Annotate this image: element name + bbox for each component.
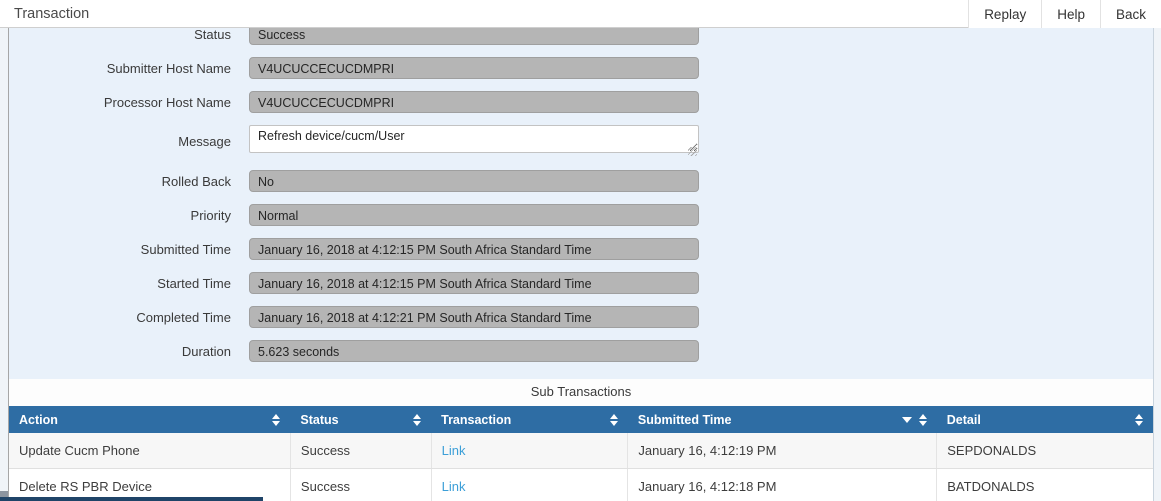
transaction-form: Status Success Submitter Host Name V4UCU…	[9, 28, 1153, 362]
started-time-field: January 16, 2018 at 4:12:15 PM South Afr…	[249, 272, 699, 294]
form-row-duration: Duration 5.623 seconds	[9, 340, 1153, 362]
column-header-action[interactable]: Action	[9, 406, 291, 433]
submitter-host-label: Submitter Host Name	[106, 60, 231, 76]
form-row-submitter-host: Submitter Host Name V4UCUCCECUCDMPRI	[9, 57, 1153, 79]
completed-time-label: Completed Time	[136, 309, 231, 325]
column-header-detail[interactable]: Detail	[936, 406, 1153, 433]
sub-transactions-section: Sub Transactions Action	[9, 379, 1153, 501]
cell-detail: BATDONALDS	[936, 468, 1153, 501]
sort-desc-icon	[901, 413, 927, 426]
cell-status: Success	[290, 468, 432, 501]
duration-field: 5.623 seconds	[249, 340, 699, 362]
content-background: Status Success Submitter Host Name V4UCU…	[0, 28, 1161, 501]
column-header-transaction[interactable]: Transaction	[431, 406, 628, 433]
toolbar-buttons: Replay Help Back	[968, 0, 1161, 28]
submitted-time-field: January 16, 2018 at 4:12:15 PM South Afr…	[249, 238, 699, 260]
scrollbar-corner	[0, 491, 8, 501]
form-row-rolled-back: Rolled Back No	[9, 170, 1153, 192]
form-row-submitted-time: Submitted Time January 16, 2018 at 4:12:…	[9, 238, 1153, 260]
form-row-started-time: Started Time January 16, 2018 at 4:12:15…	[9, 272, 1153, 294]
sort-icon	[413, 413, 422, 426]
cell-status: Success	[290, 433, 432, 469]
form-row-status: Status Success	[9, 28, 1153, 45]
cell-detail: SEPDONALDS	[936, 433, 1153, 469]
cell-transaction: Link	[431, 468, 629, 501]
status-label: Status	[194, 28, 231, 42]
top-toolbar: Transaction Replay Help Back	[0, 0, 1161, 28]
sort-icon	[1135, 413, 1143, 426]
sort-icon	[272, 413, 281, 426]
form-row-message: Message Refresh device/cucm/User	[9, 125, 1153, 158]
duration-label: Duration	[181, 343, 231, 359]
cell-transaction: Link	[431, 433, 629, 469]
priority-field: Normal	[249, 204, 699, 226]
replay-button[interactable]: Replay	[968, 0, 1042, 28]
back-button[interactable]: Back	[1099, 0, 1161, 28]
submitter-host-field: V4UCUCCECUCDMPRI	[249, 57, 699, 79]
column-header-status[interactable]: Status	[290, 406, 432, 433]
cell-action: Update Cucm Phone	[9, 433, 291, 469]
completed-time-field: January 16, 2018 at 4:12:21 PM South Afr…	[249, 306, 699, 328]
transaction-link[interactable]: Link	[441, 479, 466, 494]
rolled-back-field: No	[249, 170, 699, 192]
table-row: Delete RS PBR Device Success Link Januar…	[9, 468, 1153, 501]
table-row: Update Cucm Phone Success Link January 1…	[9, 433, 1153, 469]
sort-icon	[609, 413, 618, 426]
table-header-row: Action Status	[9, 406, 1153, 433]
submitted-time-label: Submitted Time	[140, 241, 231, 257]
column-header-submitted-time[interactable]: Submitted Time	[627, 406, 937, 433]
rolled-back-label: Rolled Back	[161, 173, 231, 189]
transaction-panel: Status Success Submitter Host Name V4UCU…	[8, 28, 1154, 501]
sub-transactions-table: Action Status	[9, 406, 1153, 501]
priority-label: Priority	[190, 207, 231, 223]
form-row-completed-time: Completed Time January 16, 2018 at 4:12:…	[9, 306, 1153, 328]
cell-action: Delete RS PBR Device	[9, 468, 291, 501]
sub-transactions-heading: Sub Transactions	[9, 379, 1153, 406]
status-field: Success	[249, 28, 699, 45]
started-time-label: Started Time	[157, 275, 231, 291]
transaction-link[interactable]: Link	[441, 443, 466, 458]
processor-host-field: V4UCUCCECUCDMPRI	[249, 91, 699, 113]
cell-submitted-time: January 16, 4:12:19 PM	[627, 433, 938, 469]
message-label: Message	[178, 134, 231, 149]
help-button[interactable]: Help	[1041, 0, 1100, 28]
cell-submitted-time: January 16, 4:12:18 PM	[627, 468, 938, 501]
processor-host-label: Processor Host Name	[103, 94, 231, 110]
form-row-processor-host: Processor Host Name V4UCUCCECUCDMPRI	[9, 91, 1153, 113]
horizontal-scrollbar-thumb[interactable]	[0, 497, 263, 501]
form-row-priority: Priority Normal	[9, 204, 1153, 226]
message-textarea[interactable]: Refresh device/cucm/User	[249, 125, 699, 153]
page-title: Transaction	[14, 5, 90, 22]
